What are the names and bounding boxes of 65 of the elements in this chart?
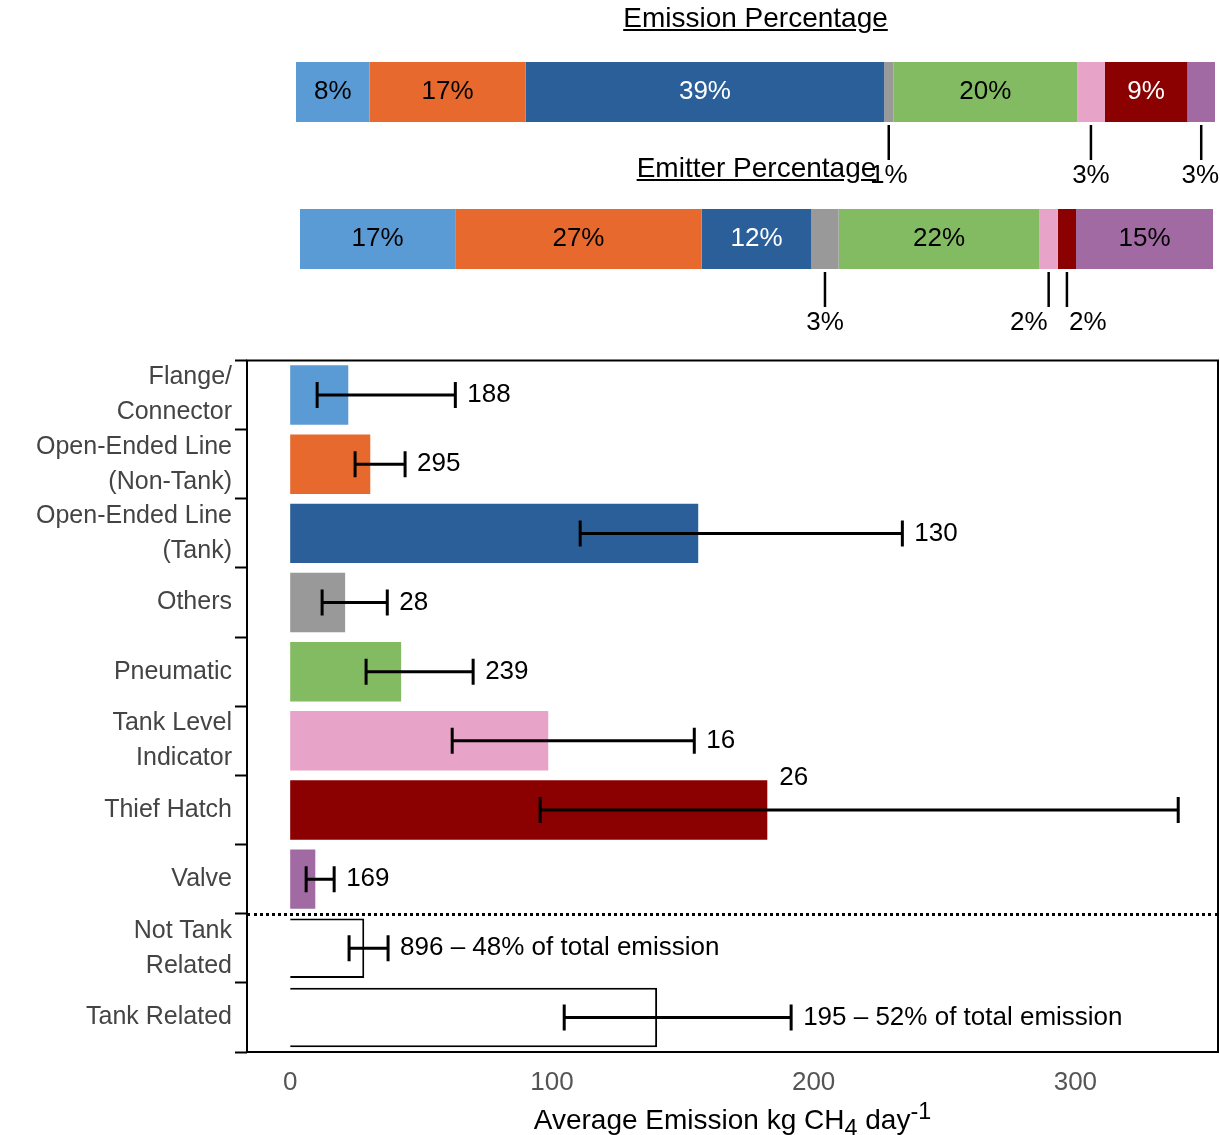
data-label: 27%	[552, 222, 605, 253]
data-label: 17%	[421, 75, 474, 106]
y-tick-label: Not Tank Related	[133, 914, 233, 978]
bar	[1057, 209, 1077, 269]
bar	[300, 209, 456, 269]
data-label: 12%	[730, 222, 783, 253]
x-axis-title: Average Emission kg CH$_{4}$ day$^{-1}$	[532, 1098, 933, 1135]
bar	[525, 62, 885, 122]
annotation: 295	[417, 447, 461, 478]
y-tick-label: Flange/ Connector	[116, 361, 233, 425]
annotation: 169	[346, 862, 390, 893]
annotation: 195 – 52% of total emission	[803, 1000, 1123, 1031]
data-label: 8%	[313, 75, 352, 106]
data-label: 22%	[913, 222, 966, 253]
chart-title: Emission Percentage	[622, 2, 889, 34]
y-tick-label: Open-Ended Line (Tank)	[36, 499, 232, 563]
x-tick-label: 200	[791, 1065, 836, 1096]
bar	[1077, 62, 1105, 122]
bar	[369, 62, 526, 122]
annotation: 28	[399, 585, 429, 616]
bar	[1104, 62, 1188, 122]
y-tick-label: Valve	[171, 863, 232, 892]
bar	[893, 62, 1078, 122]
y-tick-label: Pneumatic	[113, 655, 232, 684]
annotation: 16	[706, 724, 736, 754]
bar	[1076, 209, 1213, 269]
x-tick-label: 300	[1053, 1065, 1098, 1096]
data-label: 20%	[959, 75, 1012, 106]
y-tick-label: Tank Related	[86, 1001, 232, 1030]
bar	[290, 849, 316, 909]
bar	[290, 780, 768, 840]
y-tick-label: Others	[156, 586, 232, 615]
data-label: 2%	[1010, 306, 1048, 337]
bar	[1187, 62, 1215, 122]
bar	[811, 209, 839, 269]
bar	[1039, 209, 1058, 269]
bar	[884, 62, 894, 122]
annotation: 896 – 48% of total emission	[400, 931, 720, 962]
data-label: 9%	[1127, 75, 1165, 106]
annotation: 130	[914, 516, 958, 547]
bar	[290, 434, 371, 494]
y-tick-label: Tank Level Indicator	[112, 707, 232, 771]
data-label: 3%	[1072, 159, 1110, 190]
data-label: 39%	[678, 75, 731, 106]
data-label: 3%	[806, 306, 844, 337]
x-tick-label: 100	[530, 1065, 574, 1096]
bar	[455, 209, 702, 269]
annotation: 239	[485, 654, 529, 685]
annotation: 26	[779, 761, 809, 792]
y-tick-label: Thief Hatch	[104, 793, 232, 822]
data-label: 15%	[1118, 222, 1171, 253]
bar	[838, 209, 1040, 269]
bar	[296, 62, 370, 122]
bar	[290, 572, 346, 633]
bar	[290, 641, 402, 702]
data-label: 17%	[351, 222, 404, 253]
y-tick-label: Open-Ended Line (Non-Tank)	[36, 430, 232, 494]
data-label: 2%	[1068, 306, 1107, 337]
data-label: 3%	[1181, 159, 1219, 190]
bar	[290, 503, 699, 564]
bar	[701, 209, 812, 269]
x-tick-label: 0	[282, 1065, 298, 1096]
annotation: 188	[467, 378, 511, 409]
bar	[290, 711, 549, 771]
bar	[290, 365, 349, 425]
